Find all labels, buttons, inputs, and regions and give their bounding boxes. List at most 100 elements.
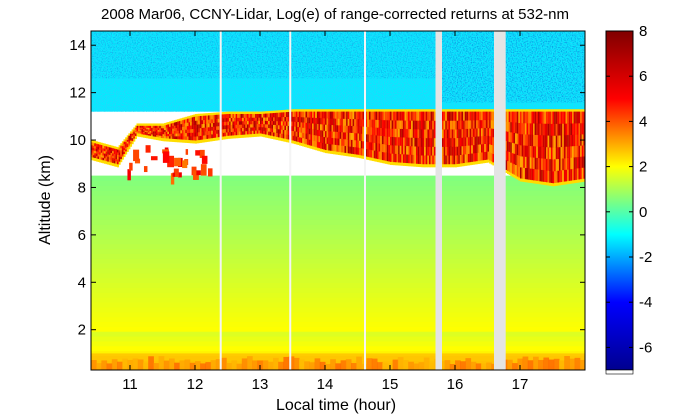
- cloud-cell: [349, 146, 352, 154]
- cloud-cell: [453, 111, 456, 121]
- cloud-cell: [170, 135, 173, 139]
- cloud-cell: [175, 122, 178, 126]
- surface-aerosol-cell: [460, 361, 466, 370]
- cloud-cell: [505, 159, 508, 170]
- cloud-cell: [297, 111, 300, 118]
- cloud-cell: [128, 144, 131, 147]
- cloud-cell: [315, 134, 318, 142]
- cloud-cell: [559, 111, 562, 124]
- cloud-cell: [336, 137, 339, 146]
- cloud-cell: [368, 141, 371, 150]
- cloud-cell: [507, 131, 510, 142]
- cloud-cell: [344, 125, 347, 133]
- cloud-cell: [281, 112, 284, 118]
- cloud-cell: [151, 133, 154, 137]
- cloud-cell: [510, 111, 513, 123]
- cloud-cell: [305, 116, 308, 123]
- cloud-cell: [355, 125, 358, 134]
- cloud-cell: [365, 111, 368, 120]
- background-band: [91, 282, 585, 288]
- cloud-cell: [190, 132, 193, 137]
- cloud-cell: [284, 120, 287, 126]
- cloud-cell: [451, 128, 454, 139]
- cloud-cell: [328, 143, 331, 151]
- cloud-cell: [383, 151, 386, 161]
- cloud-cell: [380, 151, 383, 160]
- cloud-cell: [583, 144, 585, 157]
- cloud-cell: [383, 111, 386, 121]
- cloud-cell: [372, 149, 375, 158]
- cloud-cell: [531, 168, 534, 181]
- cloud-cell: [160, 125, 163, 129]
- cloud-cell: [282, 129, 285, 135]
- cloud-cell: [95, 143, 98, 147]
- cloud-cell: [263, 117, 266, 121]
- cloud-cell: [157, 134, 160, 138]
- cloud-cell: [123, 149, 126, 153]
- cloud-cell: [505, 150, 508, 161]
- cloud-cell: [326, 124, 329, 132]
- cloud-cell: [429, 146, 432, 156]
- cloud-cell: [511, 142, 514, 154]
- surface-aerosol-cell: [278, 361, 284, 370]
- cloud-cell: [230, 117, 233, 122]
- cloud-cell: [523, 133, 526, 146]
- cloud-cell: [409, 145, 412, 155]
- cloud-cell: [399, 111, 402, 121]
- cloud-cell: [299, 136, 302, 143]
- cloud-cell: [472, 152, 475, 162]
- cloud-cell: [576, 156, 579, 169]
- cloud-cell: [209, 134, 212, 139]
- cloud-cell: [151, 127, 154, 130]
- cloud-cell: [178, 132, 181, 137]
- cloud-cell: [394, 128, 397, 138]
- cloud-cell: [412, 120, 415, 130]
- cloud-cell: [338, 138, 341, 146]
- cloud-cell: [277, 116, 280, 122]
- cloud-cell: [550, 147, 553, 160]
- cloud-cell: [419, 137, 422, 147]
- cloud-cell: [580, 167, 583, 180]
- x-tick-label: 11: [122, 376, 138, 393]
- cloud-cell: [511, 152, 514, 164]
- cloud-cell: [572, 145, 575, 158]
- cloud-cell: [529, 156, 532, 169]
- cloud-cell: [318, 111, 321, 119]
- cloud-cell: [456, 120, 459, 130]
- cloud-cell: [198, 135, 201, 141]
- cloud-cell: [303, 132, 306, 139]
- cloud-cell: [175, 124, 178, 129]
- surface-aerosol-cell: [325, 364, 331, 370]
- cloud-cell: [180, 132, 183, 137]
- cloud-cell: [201, 115, 204, 121]
- cloud-cell: [242, 117, 245, 122]
- cloud-cell: [420, 111, 423, 121]
- surface-aerosol-cell: [241, 358, 248, 370]
- cloud-cell: [209, 115, 212, 120]
- cloud-cell: [386, 127, 389, 137]
- cloud-cell: [94, 150, 97, 154]
- cloud-cell: [329, 118, 332, 125]
- cloud-cell: [186, 122, 189, 127]
- cloud-cell: [141, 127, 144, 129]
- cloud-cell: [303, 111, 306, 118]
- surface-aerosol-cell: [288, 356, 295, 370]
- cloud-cell: [393, 144, 396, 154]
- cloud-cell: [450, 137, 453, 147]
- background-band: [91, 335, 585, 342]
- cloud-cell: [183, 135, 186, 140]
- cloud-cell: [403, 145, 406, 155]
- cloud-cell: [388, 128, 391, 137]
- cloud-cell: [425, 155, 428, 165]
- cloud-cell: [279, 112, 282, 118]
- cloud-cell: [383, 119, 386, 129]
- cloud-cell: [204, 115, 207, 120]
- cloud-cell: [169, 123, 172, 127]
- cloud-cell: [484, 127, 487, 137]
- cloud-cell: [557, 111, 560, 124]
- cloud-cell: [261, 123, 264, 128]
- cloud-cell: [492, 119, 495, 129]
- background-band: [91, 209, 585, 216]
- surface-aerosol-cell: [538, 359, 544, 370]
- cloud-cell: [264, 120, 267, 125]
